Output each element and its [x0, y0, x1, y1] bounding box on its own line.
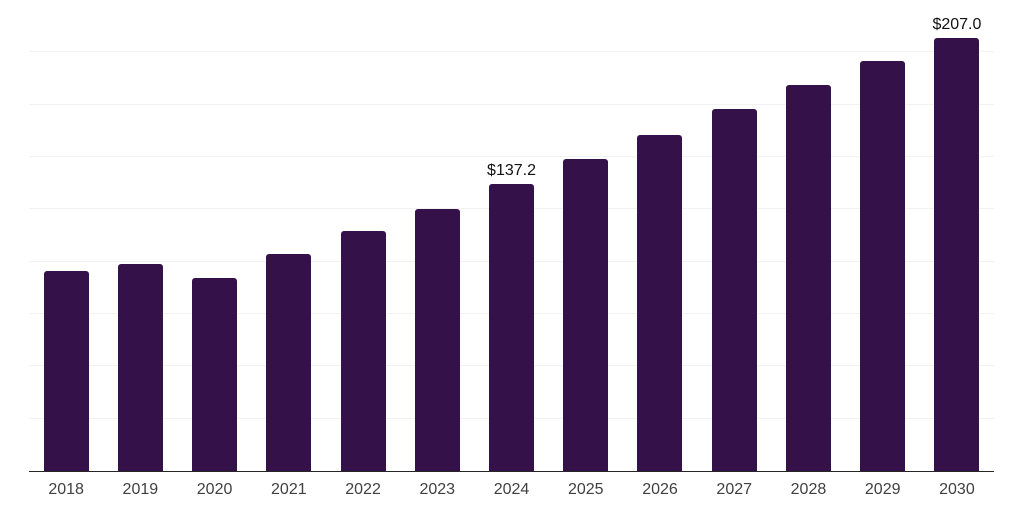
x-tick-2021: 2021: [271, 481, 307, 498]
bar-2026: [637, 135, 683, 471]
bar-column-2029: [846, 0, 920, 471]
data-label-2024: $137.2: [487, 161, 536, 179]
bar-column-2018: [29, 0, 103, 471]
x-axis-line: [29, 471, 994, 472]
bar-column-2020: [177, 0, 251, 471]
x-tick-2024: 2024: [493, 481, 530, 498]
bar-column-2028: [771, 0, 845, 471]
x-tick-2027: 2027: [716, 481, 753, 498]
bar-column-2024: $137.2: [474, 0, 548, 471]
bar-2022: [340, 230, 386, 471]
x-tick-2018: 2018: [48, 481, 84, 498]
plot-area: $137.2 $207.0: [29, 0, 994, 472]
bar-column-2026: [623, 0, 697, 471]
bar-column-2027: [697, 0, 771, 471]
x-tick-2019: 2019: [122, 481, 159, 498]
bars-row: $137.2 $207.0: [29, 0, 994, 471]
x-tick-2030: 2030: [939, 481, 975, 498]
x-tick-2025: 2025: [567, 481, 604, 498]
x-tick-2026: 2026: [642, 481, 678, 498]
bar-column-2030: $207.0: [920, 0, 994, 471]
x-tick-2028: 2028: [790, 481, 827, 498]
gridline: [29, 51, 994, 53]
bar-2025: [563, 159, 609, 471]
bar-2021: [266, 254, 312, 471]
bar-column-2023: [400, 0, 474, 471]
bar-column-2022: [326, 0, 400, 471]
bar-2019: [117, 264, 163, 471]
bar-2029: [860, 61, 906, 471]
bar-2020: [192, 277, 238, 471]
bar-column-2021: [252, 0, 326, 471]
bar-2018: [43, 270, 89, 471]
gridline: [29, 103, 994, 105]
x-axis-labels: 2018 2019 2020 2021 2022 2023 2024 2025 2026 2027…: [29, 471, 994, 499]
bar-column-2019: [103, 0, 177, 471]
x-tick-2023: 2023: [419, 481, 456, 498]
x-tick-2022: 2022: [345, 481, 381, 498]
gridline: [29, 156, 994, 158]
bar-2027: [711, 109, 757, 471]
x-tick-2029: 2029: [864, 481, 901, 498]
bar-column-2025: [549, 0, 623, 471]
bar-2024: [489, 183, 535, 471]
bar-2030: [934, 37, 980, 471]
data-label-2030: $207.0: [932, 15, 982, 33]
bar-2023: [414, 208, 460, 471]
x-tick-2020: 2020: [196, 481, 233, 498]
bar-2028: [785, 85, 831, 471]
